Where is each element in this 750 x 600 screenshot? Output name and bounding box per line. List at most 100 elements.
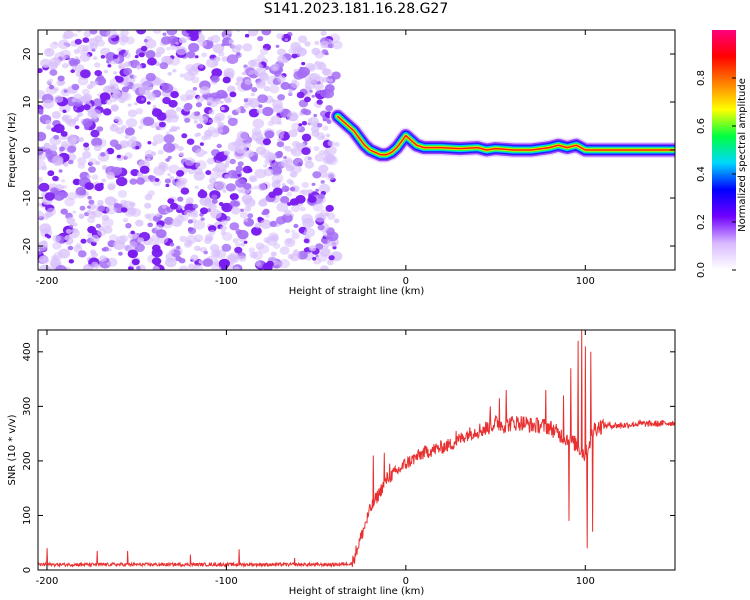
noise-blob [45,85,58,95]
noise-blob [179,73,185,78]
noise-blob [49,69,58,76]
noise-blob [292,157,304,167]
noise-blob [220,106,225,111]
noise-blob [266,260,274,267]
noise-blob [263,85,271,92]
noise-blob [248,108,260,118]
noise-blob [120,35,129,43]
noise-blob [106,171,116,180]
noise-blob [299,112,303,116]
y-tick-label: -20 [22,238,33,254]
noise-blob [239,108,246,114]
noise-blob [165,183,170,188]
noise-blob [188,32,199,42]
noise-blob [260,149,271,159]
noise-blob [69,224,74,228]
noise-blob [59,49,71,60]
colorbar-cell [712,46,736,49]
ridge-band-6 [336,115,675,156]
colorbar-cell [712,88,736,91]
noise-blob [214,56,221,62]
noise-blob [72,222,78,227]
noise-blob [164,216,174,225]
noise-blob [102,108,112,116]
colorbar-cell [712,146,736,149]
colorbar-cell [712,266,736,269]
noise-blob [187,219,193,224]
noise-blob [318,164,329,173]
noise-blob [312,202,324,212]
noise-blob [206,157,215,165]
noise-blob [214,98,222,105]
colorbar-cell [712,166,736,169]
noise-blob [277,120,283,125]
noise-blob [53,134,60,140]
noise-blob [192,203,199,209]
noise-blob [251,226,262,236]
noise-blob [311,130,320,137]
noise-blob [314,40,320,46]
noise-blob [302,218,315,228]
noise-blob [244,33,250,38]
colorbar-cell [712,206,736,209]
noise-blob [234,246,243,254]
noise-blob [46,125,52,130]
noise-blob [147,141,152,145]
noise-blob [240,242,246,247]
y-tick-label: 200 [22,451,33,470]
noise-blob [255,138,261,143]
noise-blob [196,96,205,103]
noise-blob [82,263,94,270]
noise-blob [193,120,198,124]
noise-blob [325,171,336,181]
colorbar-cell [712,174,736,177]
noise-blob [221,243,232,252]
noise-blob [279,246,290,255]
noise-blob [261,30,272,36]
noise-blob [221,56,229,62]
colorbar-cell [712,194,736,197]
noise-blob [178,37,186,44]
noise-blob [244,206,252,212]
noise-blob [178,258,186,264]
colorbar-cell [712,192,736,195]
figure-title: S141.2023.181.16.28.G27 [263,1,449,17]
noise-blob [289,198,300,207]
x-tick-label: -200 [36,576,59,587]
noise-blob [322,68,332,76]
colorbar-cell [712,32,736,35]
noise-blob [228,39,234,44]
colorbar-cell [712,228,736,231]
colorbar-cell [712,152,736,155]
y-axis-label: Frequency (Hz) [7,112,18,188]
noise-blob [198,31,203,35]
noise-blob [179,235,187,242]
noise-blob [218,258,230,269]
colorbar-cell [712,44,736,47]
noise-blob [124,83,128,87]
noise-blob [211,249,221,258]
noise-blob [174,114,180,120]
noise-blob [122,218,129,223]
noise-blob [186,138,195,145]
noise-blob [211,199,218,204]
noise-blob [76,107,82,111]
noise-blob [274,179,280,185]
noise-blob [120,207,128,213]
noise-blob [86,209,91,214]
noise-blob [162,32,167,36]
colorbar-cell [712,142,736,145]
noise-blob [72,210,77,214]
noise-blob [163,142,176,153]
noise-blob [301,181,309,189]
colorbar-cell [712,184,736,187]
noise-blob [320,89,331,98]
noise-blob [215,162,227,173]
noise-blob [320,40,330,49]
noise-blob [78,250,87,258]
noise-blob [46,207,57,216]
noise-blob [304,41,311,47]
noise-blob [73,49,80,54]
snr-frame [37,329,676,571]
noise-blob [229,91,237,98]
